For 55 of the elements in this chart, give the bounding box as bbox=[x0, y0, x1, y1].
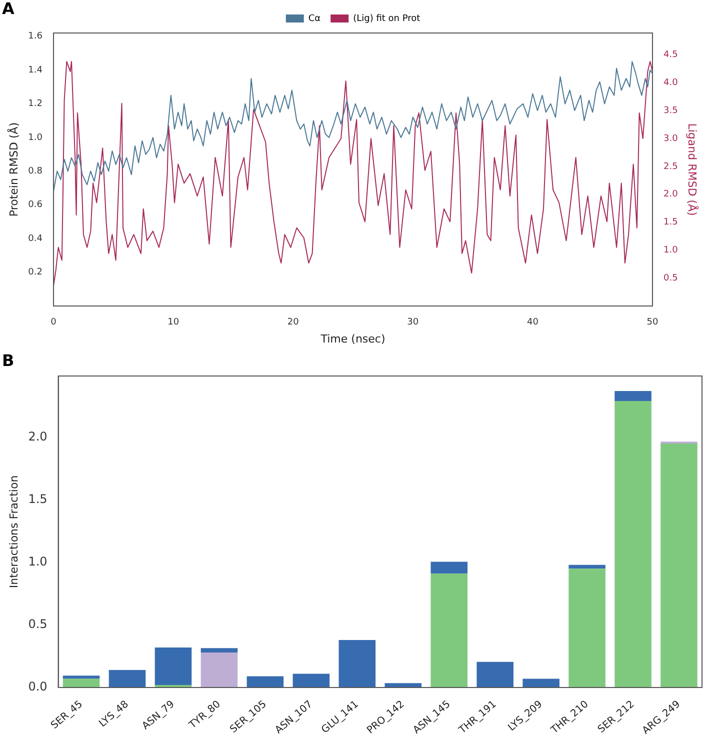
bar bbox=[568, 564, 606, 569]
y2-tick-label: 4.0 bbox=[663, 78, 678, 88]
y-tick-label: 2.0 bbox=[28, 429, 48, 444]
bar bbox=[292, 674, 330, 688]
y2-tick-label: 3.0 bbox=[663, 134, 678, 144]
y2-tick-label: 2.0 bbox=[663, 190, 678, 200]
y-tick-label: 0.4 bbox=[28, 234, 43, 244]
bar bbox=[200, 648, 238, 652]
x-tick-label: 50 bbox=[646, 318, 658, 328]
y2-tick-label: 1.0 bbox=[663, 246, 678, 256]
y2-tick-label: 3.5 bbox=[663, 106, 678, 116]
y-tick-label: 0.0 bbox=[28, 680, 48, 694]
y-tick-label: 0.8 bbox=[28, 166, 43, 177]
text: A bbox=[2, 0, 15, 18]
legend-label: (Lig) fit on Prot bbox=[353, 14, 421, 24]
bar bbox=[476, 662, 514, 688]
bar bbox=[430, 574, 468, 688]
y2-tick-label: 2.5 bbox=[663, 162, 678, 172]
bar bbox=[614, 391, 652, 402]
y-tick-label: 1.2 bbox=[28, 99, 43, 110]
bar bbox=[62, 676, 100, 679]
y-tick-label: 1.5 bbox=[28, 492, 48, 506]
bar bbox=[246, 676, 284, 688]
y2-axis-title: Ligand RMSD (Å) bbox=[686, 123, 700, 216]
y-axis-title: Interactions Fraction bbox=[7, 475, 20, 588]
y2-tick-label: 4.5 bbox=[663, 50, 678, 60]
text: B bbox=[2, 351, 14, 370]
x-axis-title: Time (nsec) bbox=[320, 332, 386, 346]
bar bbox=[430, 562, 468, 574]
bar bbox=[200, 652, 238, 688]
y-tick-label: 1.0 bbox=[28, 554, 48, 569]
bar bbox=[384, 683, 422, 688]
bar bbox=[338, 640, 376, 688]
y-tick-label: 1.0 bbox=[28, 132, 43, 143]
x-tick-label: 30 bbox=[407, 318, 419, 328]
y-axis-title: Protein RMSD (Å) bbox=[6, 122, 20, 217]
y-tick-label: 1.4 bbox=[28, 65, 43, 76]
bar bbox=[154, 647, 192, 685]
x-tick-label: 20 bbox=[287, 318, 300, 328]
y-tick-label: 1.6 bbox=[28, 32, 43, 42]
y-tick-label: 0.6 bbox=[28, 200, 43, 210]
bar bbox=[62, 678, 100, 688]
x-tick-label: 0 bbox=[50, 318, 57, 328]
y2-tick-label: 0.5 bbox=[663, 273, 678, 284]
y-tick-label: 0.5 bbox=[28, 617, 48, 632]
y-tick-label: 0.2 bbox=[28, 268, 43, 278]
bar bbox=[614, 401, 652, 688]
legend-label: Cα bbox=[308, 14, 321, 24]
x-tick-label: 40 bbox=[526, 318, 539, 328]
bar bbox=[568, 568, 606, 688]
bar bbox=[660, 444, 698, 688]
bar bbox=[108, 670, 146, 688]
y2-tick-label: 1.5 bbox=[663, 218, 678, 228]
x-tick-label: 10 bbox=[168, 318, 180, 328]
bar bbox=[522, 678, 560, 688]
